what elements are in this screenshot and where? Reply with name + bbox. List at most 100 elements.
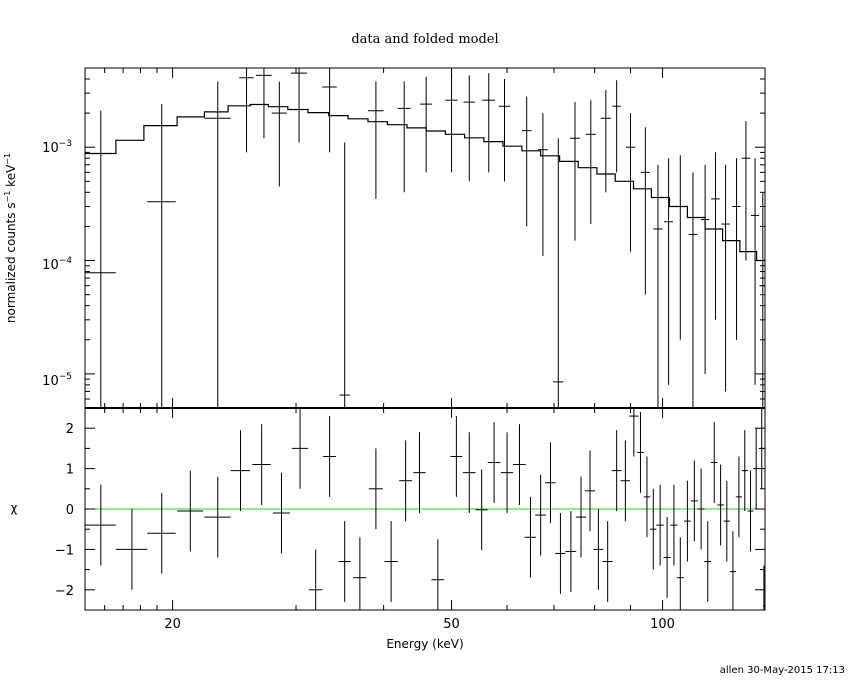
residual-point <box>500 432 514 514</box>
x-tick-label: 50 <box>443 617 460 632</box>
data-point <box>664 158 674 385</box>
y-tick-label-1e-5: 10−5 <box>42 372 72 389</box>
residual-point <box>723 480 731 562</box>
data-point <box>255 68 272 139</box>
residual-point <box>747 470 754 552</box>
top-y-ticks <box>85 67 765 400</box>
bottom-y-ticks: 2 1 0 −1 −2 <box>55 407 765 611</box>
residual-point <box>555 513 566 594</box>
residual-point <box>462 432 476 514</box>
residual-point <box>575 476 587 558</box>
bottom-panel: 20 50 100 2 1 0 −1 −2 χ <box>11 407 766 632</box>
data-point <box>570 102 580 241</box>
data-point <box>239 68 254 153</box>
data-point <box>721 164 730 392</box>
residual-point <box>545 442 556 524</box>
residual-point <box>584 450 596 532</box>
residual-point <box>611 430 622 512</box>
data-point <box>147 104 176 408</box>
chi-tick-label: 0 <box>66 503 74 518</box>
data-point <box>750 158 760 385</box>
residual-point <box>629 408 639 457</box>
top-panel: 10−3 10−4 10−5 normalized counts s−1 keV… <box>3 67 766 409</box>
data-point <box>741 121 751 261</box>
residual-point <box>535 474 547 556</box>
residual-point <box>593 509 604 590</box>
data-point <box>322 68 337 153</box>
data-point <box>482 73 496 173</box>
y-tick-label-1e-3: 10−3 <box>42 139 72 156</box>
residual-point <box>308 549 323 610</box>
data-point <box>711 152 720 320</box>
top-data-points <box>85 68 765 408</box>
top-y-axis-label: normalized counts s−1 keV−1 <box>3 153 18 323</box>
residual-point <box>431 539 445 610</box>
residual-point <box>637 412 644 493</box>
chi-axis-label: χ <box>11 501 18 515</box>
data-point <box>675 155 685 340</box>
chi-tick-label: −2 <box>55 584 74 599</box>
residual-point <box>475 469 488 551</box>
data-point <box>367 81 384 199</box>
chart-title: data and folded model <box>351 32 498 47</box>
data-point <box>204 81 231 408</box>
residual-point <box>368 448 383 530</box>
data-point <box>625 113 636 252</box>
residual-point <box>450 416 463 497</box>
residual-point <box>690 460 698 542</box>
residual-point <box>353 537 367 610</box>
x-axis-label: Energy (keV) <box>386 637 463 651</box>
residual-point <box>620 440 631 522</box>
residual-point <box>413 432 426 514</box>
chi-tick-label: −1 <box>55 543 74 558</box>
data-point <box>553 138 564 408</box>
residual-point <box>524 496 537 578</box>
data-point <box>759 192 765 408</box>
data-point <box>537 113 548 256</box>
residual-point <box>676 537 684 610</box>
residual-point <box>338 521 351 602</box>
data-point <box>653 164 663 408</box>
residual-point <box>115 509 148 590</box>
residual-point <box>513 424 526 505</box>
x-tick-label: 100 <box>650 617 675 632</box>
data-point <box>700 164 710 374</box>
data-point <box>600 89 611 193</box>
residual-data-points <box>85 408 765 610</box>
residual-point <box>670 484 678 566</box>
residual-point <box>643 456 651 538</box>
residual-point <box>147 492 176 574</box>
residual-point <box>663 517 671 598</box>
x-tick-label: 20 <box>164 617 181 632</box>
residual-point <box>741 430 748 512</box>
data-point <box>640 127 650 295</box>
residual-point <box>650 488 657 570</box>
residual-point <box>399 440 412 522</box>
residual-point <box>177 470 203 552</box>
residual-point <box>684 480 691 562</box>
residual-point <box>230 430 251 512</box>
residual-point <box>729 531 737 610</box>
bottom-x-ticks: 20 50 100 <box>84 408 675 632</box>
data-point <box>271 81 287 187</box>
data-point <box>732 158 741 340</box>
residual-point <box>656 484 664 566</box>
data-point <box>420 76 433 173</box>
y-tick-label-1e-4: 10−4 <box>42 256 72 273</box>
residual-point <box>85 484 116 566</box>
data-point <box>445 73 458 173</box>
residual-point <box>735 456 742 538</box>
model-step-line <box>85 103 765 262</box>
residual-point <box>704 521 712 602</box>
data-point <box>397 81 411 193</box>
residual-point <box>384 521 398 602</box>
data-point <box>463 75 475 182</box>
data-point <box>521 96 532 227</box>
top-x-ticks <box>84 68 664 408</box>
residual-point <box>602 521 613 602</box>
residual-point <box>204 476 231 558</box>
data-point <box>688 172 698 408</box>
chi-tick-label: 1 <box>66 463 74 478</box>
data-point <box>290 68 307 143</box>
